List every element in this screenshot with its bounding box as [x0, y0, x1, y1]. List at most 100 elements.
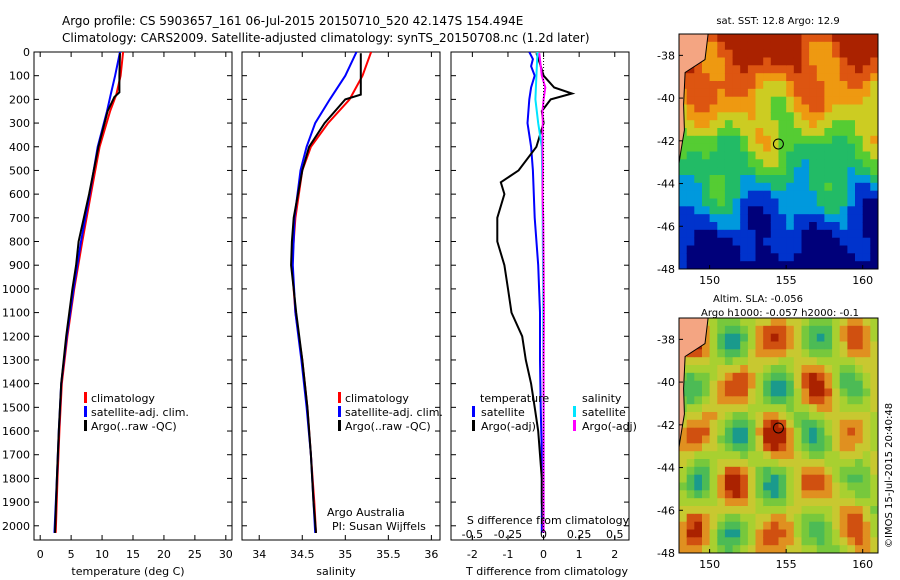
map-cell: [801, 365, 810, 374]
map-cell: [839, 167, 848, 176]
map-cell: [786, 182, 795, 192]
map-cell: [717, 261, 726, 269]
map-cell: [755, 96, 764, 106]
legend-swatch-t-argo: [472, 420, 475, 431]
map-cell: [763, 214, 772, 223]
map-cell: [839, 198, 848, 207]
legend-label-satellite-adj: satellite-adj. clim.: [345, 406, 443, 419]
y-tick-label: 1900: [2, 496, 30, 509]
map-cell: [786, 513, 795, 523]
map-cell: [694, 435, 703, 444]
map-cell: [801, 143, 810, 153]
map-cell: [847, 81, 856, 90]
map-cell: [732, 73, 741, 82]
map-cell: [824, 419, 833, 429]
map-cell: [694, 498, 703, 507]
map-cell: [816, 490, 826, 499]
map-cell: [809, 451, 818, 460]
map-cell: [694, 81, 703, 90]
map-cell: [778, 521, 787, 531]
map-cell: [747, 135, 757, 145]
map-cell: [686, 261, 695, 269]
map-cell: [686, 81, 695, 90]
map-cell: [847, 88, 856, 98]
map-cell: [694, 412, 703, 421]
map-cell: [679, 229, 688, 239]
map-cell: [855, 104, 864, 113]
map-cell: [679, 261, 688, 269]
map-cell: [770, 325, 780, 335]
map-cell: [824, 482, 833, 491]
map-cell: [740, 135, 749, 145]
map-cell: [832, 318, 841, 327]
map-cell: [763, 388, 772, 397]
map-field: [679, 34, 878, 269]
map-cell: [786, 229, 795, 239]
map-cell: [809, 388, 818, 397]
map-cell: [755, 104, 764, 113]
map-cell: [686, 65, 695, 74]
map-cell: [793, 214, 803, 223]
map-cell: [763, 474, 772, 484]
map-cell: [809, 41, 818, 51]
map-cell: [732, 396, 741, 405]
map-cell: [732, 443, 741, 452]
map-cell: [847, 198, 856, 207]
map-cell: [778, 325, 787, 335]
map-cell: [862, 120, 871, 129]
map-cell: [740, 466, 749, 476]
y-tick-label: 1500: [2, 401, 30, 414]
map-cell: [855, 474, 864, 484]
map-cell: [763, 404, 772, 413]
map-cell: [732, 388, 741, 397]
map-cell: [755, 333, 764, 343]
map-cell: [809, 506, 818, 515]
map-cell: [763, 151, 772, 160]
map-cell: [832, 325, 841, 335]
map-cell: [694, 521, 703, 531]
map-cell: [786, 412, 795, 421]
map-cell: [717, 206, 726, 215]
map-cell: [778, 261, 787, 269]
map-cell: [694, 365, 703, 374]
sst-map: 150 155 160-38-40-42-44-46-48: [657, 33, 879, 287]
map-cell: [816, 237, 826, 247]
map-cell: [839, 65, 848, 74]
map-cell: [870, 143, 878, 153]
map-cell: [809, 198, 818, 207]
map-cell: [809, 529, 818, 538]
map-cell: [709, 412, 718, 421]
map-cell: [686, 96, 695, 106]
map-cell: [778, 96, 787, 106]
map-cell: [717, 120, 726, 129]
map-cell: [679, 190, 688, 200]
map-cell: [832, 112, 841, 121]
map-cell: [824, 73, 833, 82]
map-cell: [709, 506, 718, 515]
map-cell: [717, 372, 726, 382]
map-cell: [740, 73, 749, 82]
y-tick-label: 100: [9, 70, 30, 83]
map-cell: [747, 372, 757, 382]
map-cell: [786, 349, 795, 358]
map-cell: [832, 529, 841, 538]
map-cell: [709, 388, 718, 397]
map-cell: [862, 396, 871, 405]
map-cell: [755, 443, 764, 452]
map-cell: [809, 365, 818, 374]
map-cell: [694, 513, 703, 523]
map-cell: [702, 427, 711, 437]
map-cell: [816, 506, 826, 515]
map-cell: [801, 88, 810, 98]
map-cell: [793, 198, 803, 207]
map-cell: [770, 88, 780, 98]
map-cell: [855, 380, 864, 390]
x-tick-label: 2: [611, 548, 618, 561]
map-cell: [793, 419, 803, 429]
map-cell: [847, 41, 856, 51]
map-cell: [755, 412, 764, 421]
map-cell: [755, 388, 764, 397]
map-cell: [832, 404, 841, 413]
map-cell: [824, 521, 833, 531]
map-cell: [824, 474, 833, 484]
